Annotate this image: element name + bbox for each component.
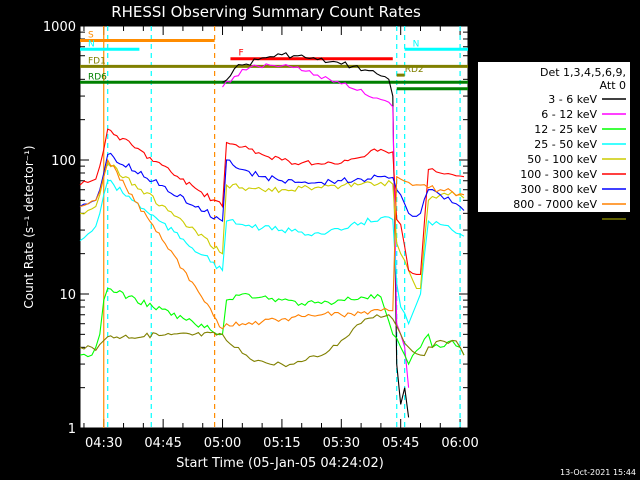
series-line — [79, 152, 465, 223]
footer-timestamp: 13-Oct-2021 15:44 — [560, 468, 636, 477]
state-bar-label: N — [413, 39, 420, 49]
legend-header: Att 0 — [600, 79, 626, 92]
legend-label: 6 - 12 keV — [541, 108, 597, 121]
state-bar-label: RD6 — [88, 72, 107, 82]
state-bar-label: N — [88, 39, 95, 49]
x-tick-label: 05:00 — [204, 436, 241, 451]
state-bar-label: F — [238, 49, 243, 59]
legend-label: 7000 - 15000 keV — [499, 213, 597, 226]
x-tick-label: 04:30 — [85, 436, 122, 451]
series-line — [79, 158, 465, 330]
y-tick-label: 1000 — [43, 20, 76, 35]
tick-labels: 1 10 100 1000 04:30 04:45 05:00 05:15 05:30 05:45… — [43, 20, 479, 451]
legend-background — [478, 62, 630, 212]
y-tick-label: 1 — [68, 422, 76, 437]
series-lines — [79, 52, 465, 418]
x-tick-label: 06:00 — [441, 436, 478, 451]
series-line — [79, 128, 465, 275]
legend-header: Det 1,3,4,5,6,9, — [540, 66, 626, 79]
series-line — [222, 63, 410, 388]
series-line — [79, 314, 465, 368]
legend-label: 25 - 50 keV — [534, 138, 597, 151]
y-axis-label: Count Rate (s⁻¹ detector⁻¹) — [22, 145, 36, 308]
legend-label: 800 - 7000 keV — [513, 198, 597, 211]
chart-title: RHESSI Observing Summary Count Rates — [111, 3, 421, 21]
legend-label: 300 - 800 keV — [520, 183, 597, 196]
y-tick-label: 100 — [51, 154, 76, 169]
legend-label: 100 - 300 keV — [520, 168, 597, 181]
x-tick-label: 05:45 — [382, 436, 419, 451]
plot-area — [79, 25, 469, 429]
x-tick-label: 05:30 — [323, 436, 360, 451]
legend-label: 3 - 6 keV — [548, 93, 597, 106]
legend-label: 50 - 100 keV — [527, 153, 597, 166]
y-tick-label: 10 — [59, 288, 76, 303]
legend: Det 1,3,4,5,6,9,Att 03 - 6 keV 6 - 12 keV… — [478, 62, 630, 226]
x-tick-label: 05:15 — [263, 436, 300, 451]
legend-label: 12 - 25 keV — [534, 123, 597, 136]
state-bar-label: RD2 — [405, 65, 424, 75]
x-axis-label: Start Time (05-Jan-05 04:24:02) — [176, 456, 384, 471]
series-line — [79, 287, 465, 366]
series-line — [79, 179, 465, 326]
series-line — [222, 52, 410, 418]
state-bar-label: FD1 — [88, 56, 106, 66]
series-line — [79, 161, 465, 290]
state-bar-label: S — [88, 30, 94, 40]
x-tick-label: 04:45 — [144, 436, 181, 451]
